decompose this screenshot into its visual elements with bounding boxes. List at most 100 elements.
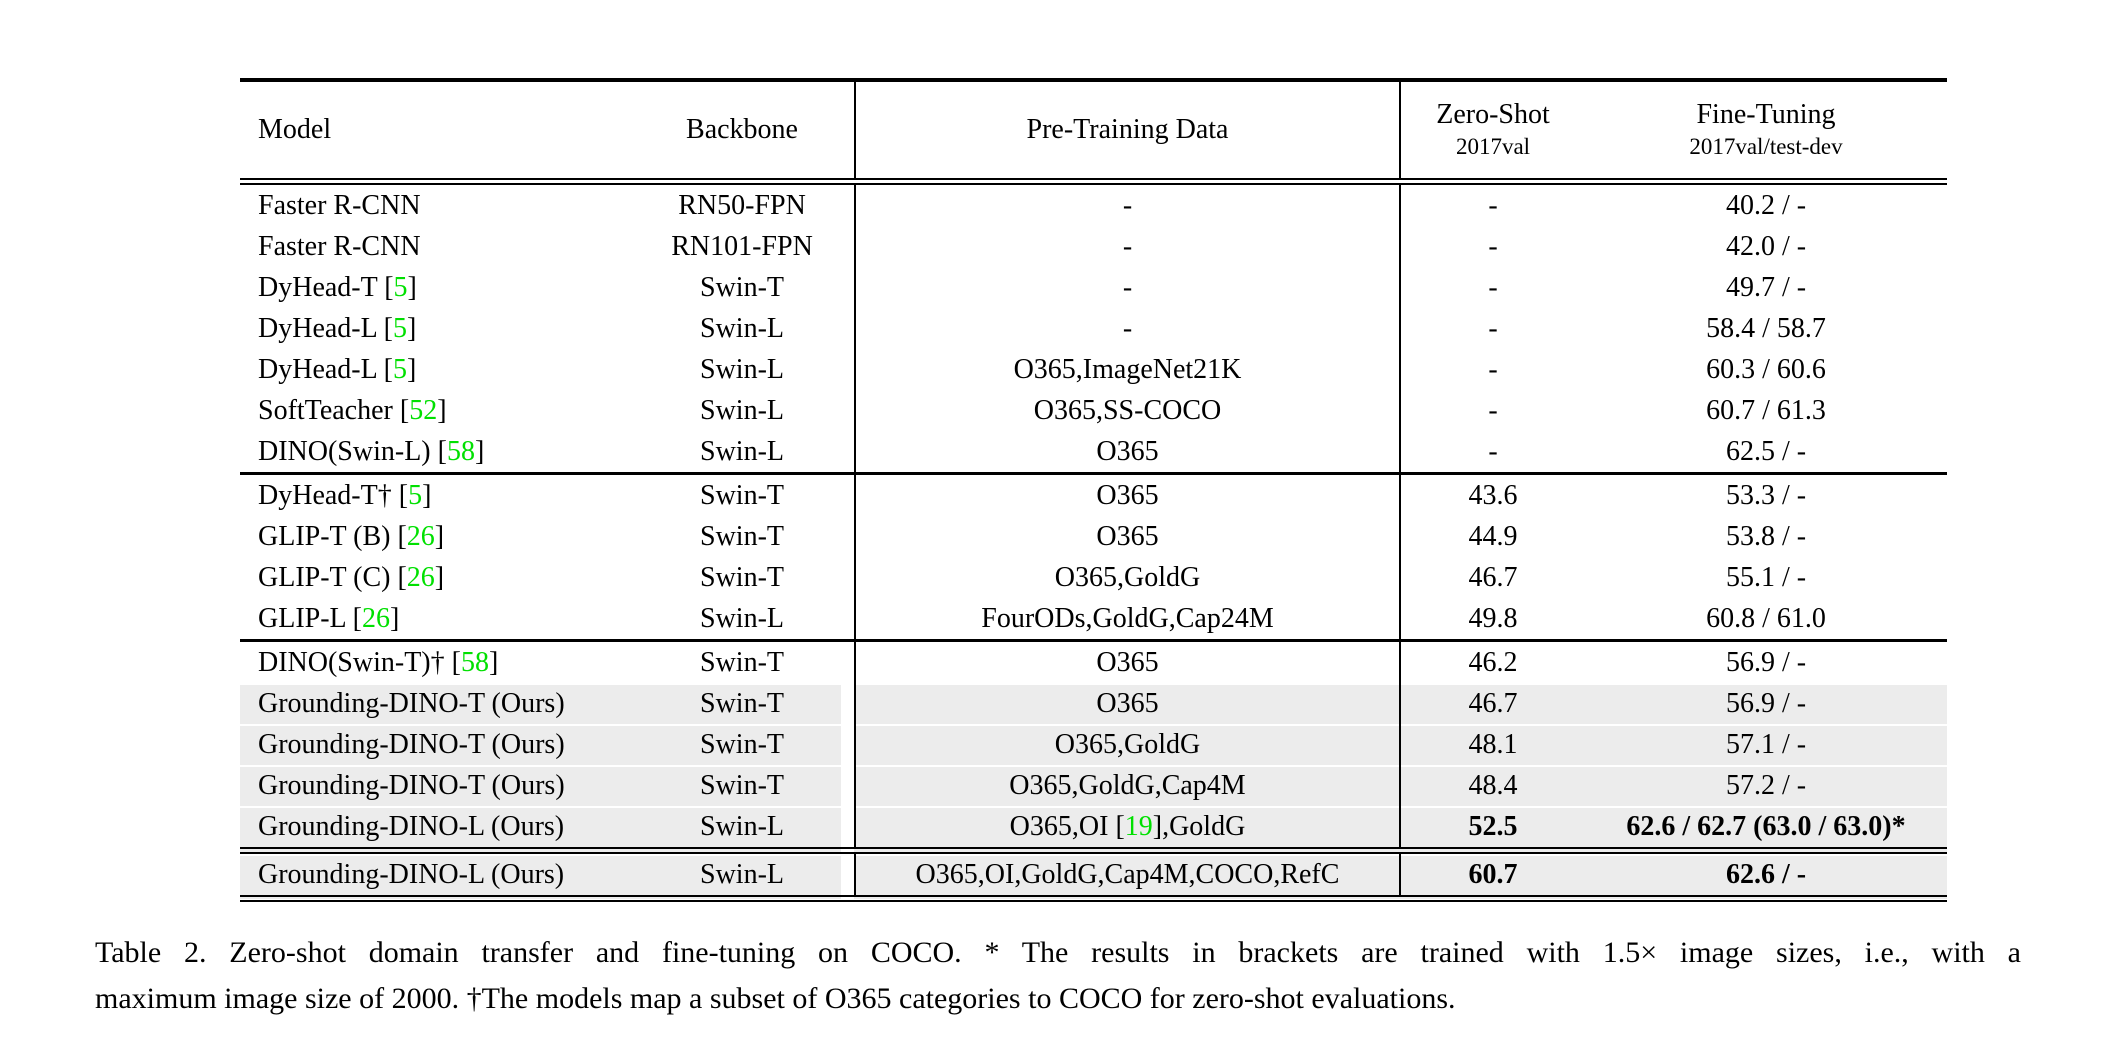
column-header-label: Zero-Shot	[1436, 99, 1550, 130]
cell-model: Grounding-DINO-L (Ours)	[240, 847, 630, 899]
cell-backbone: Swin-L	[700, 602, 784, 634]
table-section-zero-shot-baselines: DyHead-T† [5] Swin-T O365 43.6 53.3 / - GLIP-…	[240, 472, 1947, 641]
cell-zero-shot: -	[1399, 267, 1585, 308]
table-row: Faster R-CNN RN50-FPN - - 40.2 / -	[240, 181, 1947, 226]
table-row: Grounding-DINO-T (Ours) Swin-T O365,GoldG,…	[240, 765, 1947, 806]
cell-zero-shot: 46.2	[1399, 639, 1585, 683]
citation-link[interactable]: 5	[393, 353, 408, 385]
cell-backbone: Swin-T	[700, 271, 784, 303]
cell-backbone: Swin-T	[630, 683, 855, 724]
cell-zero-shot: 44.9	[1399, 516, 1585, 557]
cell-model: Grounding-DINO-L (Ours)	[240, 806, 630, 851]
cell-model: SoftTeacher [52]	[258, 394, 447, 426]
cell-pretraining-data: O365	[854, 431, 1400, 474]
cell-pretraining-data: O365,GoldG	[854, 557, 1400, 598]
cell-fine-tuning: 57.2 / -	[1585, 765, 1947, 806]
cell-pretraining-data: O365,GoldG	[854, 724, 1400, 765]
citation-link[interactable]: 5	[393, 312, 408, 344]
table-row: DyHead-T† [5] Swin-T O365 43.6 53.3 / -	[240, 472, 1947, 516]
citation-link[interactable]: 5	[408, 479, 423, 511]
cell-pretraining-data: O365,OI [19],GoldG	[854, 806, 1400, 851]
cell-fine-tuning: 56.9 / -	[1585, 683, 1947, 724]
cell-pretraining-data: O365	[854, 683, 1400, 724]
cell-fine-tuning: 62.6 / -	[1585, 847, 1947, 899]
cell-fine-tuning: 55.1 / -	[1725, 561, 1807, 593]
caption-line-1: Table 2. Zero-shot domain transfer and f…	[95, 936, 2021, 969]
cell-fine-tuning: 57.1 / -	[1585, 724, 1947, 765]
citation-link[interactable]: 58	[446, 435, 475, 467]
column-header-sublabel: 2017val/test-dev	[1689, 134, 1843, 159]
table-row: DINO(Swin-T)† [58] Swin-T O365 46.2 56.9 / -	[240, 639, 1947, 683]
cell-zero-shot: 46.7	[1399, 683, 1585, 724]
cell-pretraining-data: O365	[854, 639, 1400, 683]
cell-pretraining-data: -	[854, 181, 1400, 226]
cell-pretraining-data: O365	[854, 472, 1400, 516]
citation-link[interactable]: 26	[406, 561, 435, 593]
cell-zero-shot: -	[1399, 431, 1585, 474]
cell-zero-shot: 43.6	[1399, 472, 1585, 516]
column-header-label: Model	[258, 114, 332, 145]
table-row: Grounding-DINO-L (Ours) Swin-L O365,OI [19…	[240, 806, 1947, 851]
cell-pretraining-data: -	[854, 226, 1400, 267]
column-header-label: Backbone	[686, 114, 798, 145]
table-row: GLIP-L [26] Swin-L FourODs,GoldG,Cap24M 49.…	[240, 598, 1947, 641]
cell-backbone: Swin-T	[630, 724, 855, 765]
table-section-grounding-dino: DINO(Swin-T)† [58] Swin-T O365 46.2 56.9 / -…	[240, 639, 1947, 851]
cell-model: GLIP-T (B) [26]	[258, 520, 445, 552]
header-row: Model Backbone Pre-Training Data Zero-Sh…	[240, 80, 1947, 185]
cell-fine-tuning: 60.3 / 60.6	[1706, 353, 1826, 385]
cell-model: GLIP-T (C) [26]	[258, 561, 445, 593]
table-row: DyHead-L [5] Swin-L - - 58.4 / 58.7	[240, 308, 1947, 349]
cell-zero-shot: -	[1399, 226, 1585, 267]
cell-model: DyHead-L [5]	[258, 312, 417, 344]
cell-backbone: Swin-L	[630, 806, 855, 851]
cell-backbone: Swin-L	[630, 847, 855, 899]
table-row: GLIP-T (B) [26] Swin-T O365 44.9 53.8 / -	[240, 516, 1947, 557]
cell-model: Faster R-CNN	[258, 230, 421, 262]
cell-fine-tuning: 58.4 / 58.7	[1706, 312, 1826, 344]
column-header-label: Pre-Training Data	[1026, 114, 1229, 145]
cell-zero-shot: 49.8	[1399, 598, 1585, 641]
cell-zero-shot: 60.7	[1399, 847, 1585, 899]
cell-pretraining-data: O365,SS-COCO	[854, 390, 1400, 431]
cell-model: Grounding-DINO-T (Ours)	[240, 724, 630, 765]
cell-pretraining-data: O365,ImageNet21K	[854, 349, 1400, 390]
cell-model: DyHead-L [5]	[258, 353, 417, 385]
cell-fine-tuning: 40.2 / -	[1725, 189, 1807, 221]
table-row: Grounding-DINO-T (Ours) Swin-T O365,GoldG 4…	[240, 724, 1947, 765]
cell-backbone: Swin-L	[700, 394, 784, 426]
table-section-grounding-dino-large: Grounding-DINO-L (Ours) Swin-L O365,OI,Gol…	[240, 847, 1947, 899]
citation-link[interactable]: 26	[361, 602, 390, 634]
citation-link[interactable]: 5	[393, 271, 408, 303]
cell-pretraining-data: O365	[854, 516, 1400, 557]
cell-backbone: Swin-L	[700, 312, 784, 344]
cell-fine-tuning: 60.7 / 61.3	[1706, 394, 1826, 426]
cell-model: DyHead-T [5]	[258, 271, 417, 303]
cell-zero-shot: -	[1399, 308, 1585, 349]
column-header-label: Fine-Tuning	[1696, 99, 1836, 130]
citation-link[interactable]: 26	[406, 520, 435, 552]
citation-link[interactable]: 19	[1124, 810, 1153, 842]
cell-fine-tuning: 49.7 / -	[1725, 271, 1807, 303]
cell-fine-tuning: 62.5 / -	[1725, 435, 1807, 467]
results-table: Model Backbone Pre-Training Data Zero-Sh…	[240, 78, 1947, 902]
cell-model: DINO(Swin-L) [58]	[258, 435, 485, 467]
cell-model: DINO(Swin-T)† [58]	[240, 639, 630, 683]
column-header-zero-shot: Zero-Shot 2017val	[1399, 80, 1585, 185]
cell-zero-shot: -	[1399, 349, 1585, 390]
cell-backbone: Swin-T	[700, 561, 784, 593]
column-header-backbone: Backbone	[630, 80, 855, 185]
column-header-model: Model	[240, 80, 630, 185]
table-row: GLIP-T (C) [26] Swin-T O365,GoldG 46.7 55.1 …	[240, 557, 1947, 598]
table-row: Grounding-DINO-T (Ours) Swin-T O365 46.7 56.…	[240, 683, 1947, 724]
citation-link[interactable]: 58	[460, 646, 489, 678]
cell-backbone: Swin-T	[630, 639, 855, 683]
citation-link[interactable]: 52	[409, 394, 438, 426]
cell-fine-tuning: 42.0 / -	[1725, 230, 1807, 262]
table-row: DyHead-T [5] Swin-T - - 49.7 / -	[240, 267, 1947, 308]
caption-line-2: maximum image size of 2000. †The models …	[95, 982, 1456, 1015]
cell-pretraining-data: FourODs,GoldG,Cap24M	[854, 598, 1400, 641]
cell-pretraining-data: O365,OI,GoldG,Cap4M,COCO,RefC	[854, 847, 1400, 899]
cell-zero-shot: -	[1399, 390, 1585, 431]
